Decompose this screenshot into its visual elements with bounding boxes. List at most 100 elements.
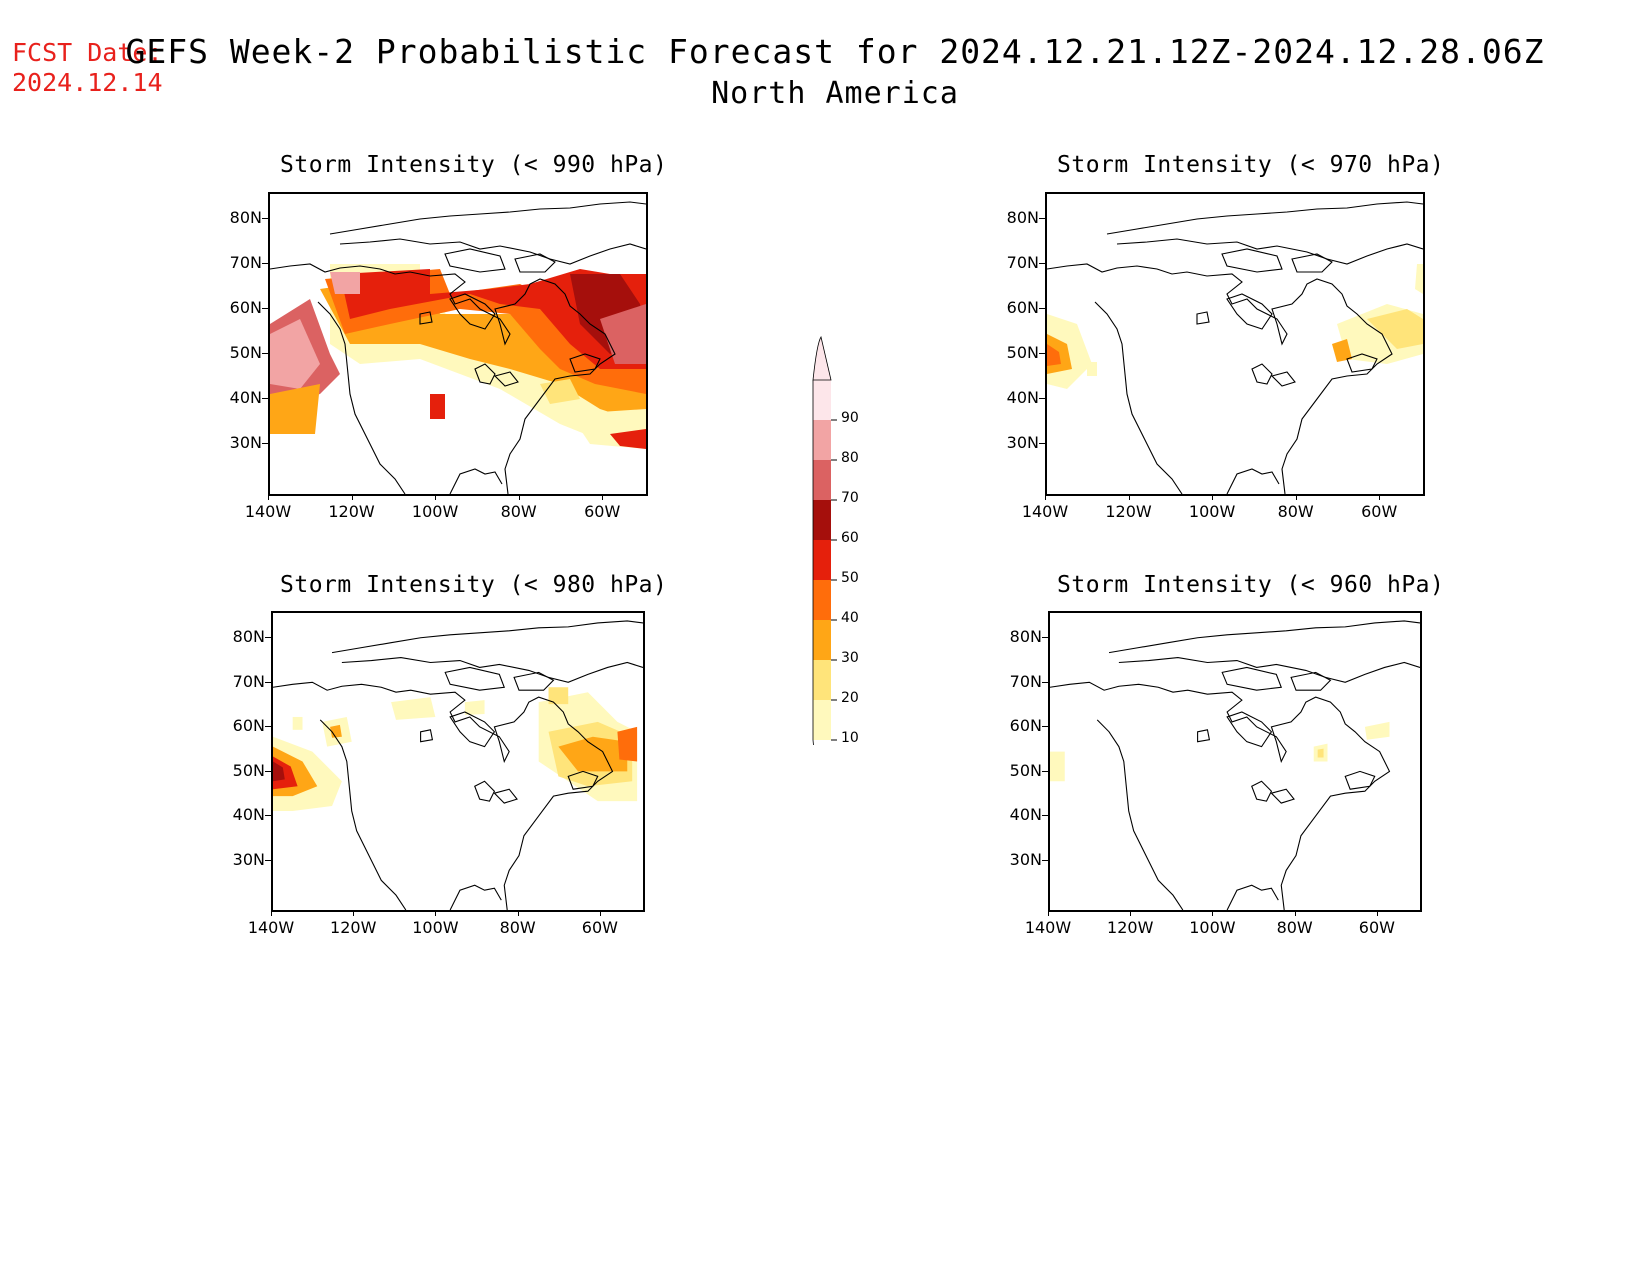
lat-tick-label: 70N [1009, 671, 1042, 691]
lat-tick [1039, 353, 1045, 354]
lat-tick [262, 308, 268, 309]
lat-tick-label: 30N [1006, 433, 1039, 452]
probability-shade [270, 384, 320, 434]
lat-tick [1039, 218, 1045, 219]
lon-tick-label: 80W [500, 502, 537, 521]
figure-title: GEFS Week-2 Probabilistic Forecast for 2… [125, 32, 1545, 71]
map-plot [1048, 611, 1422, 912]
colorbar-label: 80 [841, 450, 859, 466]
lat-tick-label: 70N [229, 253, 262, 272]
lat-tick [265, 770, 271, 772]
coastline [1221, 666, 1283, 691]
lat-tick-label: 40N [229, 388, 262, 407]
coastline [1118, 657, 1420, 683]
coastline [449, 884, 502, 910]
coastline [1221, 248, 1283, 273]
coastline [567, 770, 599, 790]
forecast-date-label: FCST Date: [12, 38, 163, 67]
lat-tick [1042, 681, 1048, 683]
coastline [339, 238, 646, 265]
lon-tick [1212, 494, 1214, 500]
probability-shade [340, 269, 646, 369]
probability-shade [610, 429, 646, 449]
lat-tick-label: 40N [1006, 388, 1039, 407]
lat-tick [265, 726, 271, 727]
lon-tick [1045, 494, 1046, 500]
lat-tick [262, 263, 268, 264]
coastline [329, 201, 646, 235]
colorbar-label: 90 [841, 410, 859, 426]
lat-tick [1039, 443, 1045, 444]
lat-tick [265, 815, 271, 816]
probability-shade [430, 394, 445, 419]
coastline [1116, 238, 1423, 265]
lon-tick-label: 140W [247, 918, 295, 937]
coastline [331, 620, 643, 654]
coastline [1270, 371, 1296, 387]
colorbar-cell [813, 540, 831, 580]
lat-tick [1042, 859, 1048, 861]
coastline [449, 468, 503, 494]
probability-shade [558, 736, 628, 772]
probability-shade [1415, 264, 1423, 294]
lon-tick [268, 494, 269, 500]
lat-tick-label: 70N [232, 671, 265, 691]
lon-tick [435, 910, 437, 916]
coastline [514, 253, 556, 273]
map-plot [1045, 192, 1425, 496]
coastline [444, 666, 506, 691]
probability-shade [1367, 309, 1423, 349]
colorbar-label: 10 [841, 730, 859, 746]
coastline [1344, 770, 1376, 790]
probability-shade [1332, 339, 1352, 362]
lon-tick [435, 494, 437, 500]
lat-tick-label: 80N [232, 627, 265, 646]
colorbar: 10 20 30 40 50 60 70 80 90 [803, 335, 883, 781]
map-svg [1047, 201, 1423, 494]
panel-title: Storm Intensity (< 990 hPa) [280, 152, 668, 178]
lat-tick [262, 443, 268, 444]
lon-tick [353, 910, 355, 916]
colorbar-cell [813, 700, 831, 740]
probability-shade [1364, 721, 1390, 740]
lon-tick [1379, 494, 1381, 500]
colorbar-cell [813, 500, 831, 540]
colorbar-label: 50 [841, 570, 859, 586]
lat-tick [1039, 308, 1045, 309]
coastline [1096, 719, 1184, 910]
lon-tick [1212, 910, 1214, 916]
map-svg [1050, 620, 1420, 910]
lat-tick [265, 681, 271, 683]
lon-tick [1048, 910, 1049, 916]
probability-shade [1050, 751, 1065, 782]
coastline [270, 263, 616, 494]
lat-tick-label: 50N [229, 343, 262, 362]
lon-tick [271, 910, 272, 916]
lat-tick-label: 80N [229, 208, 262, 227]
coastline [1226, 711, 1273, 748]
colorbar-cell [813, 620, 831, 660]
probability-shade [617, 726, 638, 762]
lon-tick-label: 60W [584, 502, 621, 521]
lat-tick-label: 60N [1006, 298, 1039, 317]
lon-tick [517, 910, 519, 916]
probability-shade [330, 724, 342, 738]
map-svg [273, 620, 643, 910]
coastline [1050, 681, 1391, 910]
probability-shade [273, 756, 298, 790]
coastline [1047, 263, 1393, 494]
forecast-date-value: 2024.12.14 [12, 68, 163, 97]
coastline [1197, 729, 1211, 743]
coastline [474, 780, 496, 802]
colorbar-label: 60 [841, 530, 859, 546]
colorbar-svg [812, 336, 837, 781]
colorbar-cell [813, 380, 831, 420]
lon-tick-label: 60W [1361, 502, 1398, 521]
map-plot [271, 611, 645, 912]
coastline [1108, 620, 1420, 654]
colorbar-cell [813, 460, 831, 500]
lat-tick [262, 398, 268, 399]
colorbar-top-tip [812, 336, 832, 381]
lat-tick [1039, 263, 1045, 264]
lon-tick-label: 120W [328, 502, 375, 521]
